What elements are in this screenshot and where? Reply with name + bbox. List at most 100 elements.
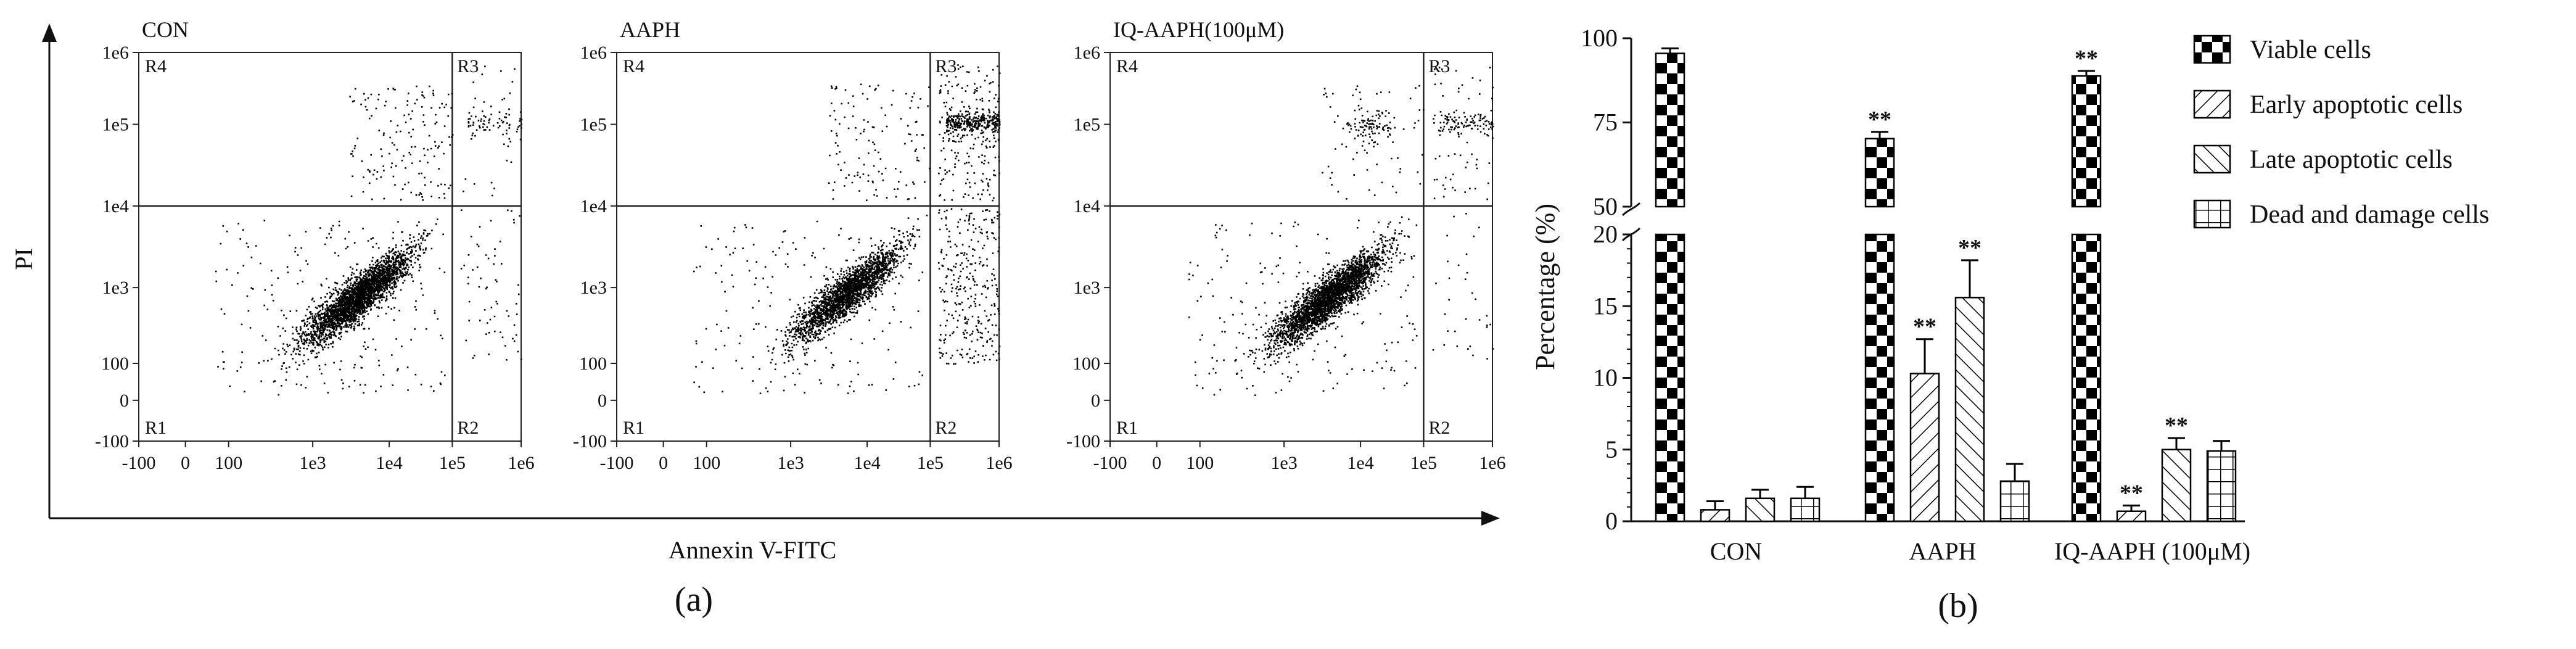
region-label: R2 [935,418,957,438]
x-tick-label: 1e5 [1410,453,1437,473]
legend-label: Late apoptotic cells [2250,146,2453,174]
panel-a-axes [48,36,1486,519]
bar [2206,450,2237,523]
y-tick-label: 1e6 [102,43,129,63]
y-tick-label: 100 [579,353,607,374]
x-category-label: AAPH [1909,537,1977,565]
y-tick-label: 15 [1593,292,1618,320]
y-tick-label: 1e4 [1074,196,1100,217]
y-tick-label: -100 [95,431,129,452]
bar [2161,449,2192,523]
plot-title: CON [142,17,189,42]
x-tick-label: 100 [693,453,720,473]
significance-marker: ** [1868,107,1891,133]
region-label: R1 [623,418,644,438]
y-tick-label: 0 [1605,507,1618,535]
significance-marker: ** [2120,480,2143,506]
x-tick-label: 1e5 [917,453,944,473]
scatter-dots [215,65,523,396]
y-tick-label: 100 [1072,353,1100,374]
scatter-points [1188,67,1494,396]
y-axis-arrowhead [42,23,57,42]
region-label: R3 [457,56,479,76]
y-axis-title: PI [10,248,38,270]
region-label: R3 [935,56,957,76]
axis-break-mark [1621,202,1641,217]
y-tick-label: 100 [101,353,129,374]
legend-label: Dead and damage cells [2250,200,2489,229]
x-tick-label: 1e3 [299,453,326,473]
y-tick-label: 0 [120,391,129,411]
significance-marker: ** [1913,314,1936,340]
panel-a: PI Annexin V-FITC (a) CON R1 R2 R3 R4 -100 0 10… [10,17,1506,619]
y-axis-title: Percentage (%) [1530,204,1560,370]
scatter-dots [693,64,1001,394]
y-tick-label: 20 [1593,220,1618,248]
y-tick-label: 1e3 [102,278,129,298]
y-tick-label: 1e5 [580,115,607,135]
legend-swatch [2193,89,2231,119]
x-tick-label: 0 [1152,453,1161,473]
x-tick-label: 1e6 [508,453,534,473]
x-tick-label: -100 [122,453,156,473]
significance-marker: ** [2075,46,2098,72]
bar [1999,480,2030,523]
bar [1655,233,1685,523]
y-tick-label: -100 [1066,431,1100,452]
region-label: R3 [1428,56,1450,76]
scatter-points [215,65,523,396]
flow-plot: AAPH R1 R2 R3 R4 -100 0 100 1e3 1e4 1e5 1e6 -100 0 100… [573,17,1013,473]
x-axis-title: Annexin V-FITC [669,536,836,564]
x-tick-label: 0 [659,453,668,473]
y-tick-label: 50 [1593,192,1618,220]
y-tick-label: -100 [573,431,607,452]
scatter-points [693,64,1001,394]
x-category-label: CON [1710,537,1762,565]
x-tick-label: -100 [1093,453,1127,473]
y-tick-label: 1e6 [1074,43,1100,63]
region-label: R4 [1116,56,1138,76]
bar [2071,75,2102,208]
bar [1700,509,1730,523]
region-label: R1 [1116,418,1138,438]
bar [1909,373,1940,523]
x-category-label: IQ-AAPH (100μM) [2054,537,2250,565]
x-axis-arrowhead [1481,511,1500,526]
x-tick-label: 1e6 [986,453,1012,473]
legend-swatch [2193,144,2231,174]
x-tick-label: 1e6 [1479,453,1505,473]
bar [1864,233,1895,523]
bar [1655,52,1685,208]
bar [1790,497,1821,523]
legend-label: Viable cells [2250,36,2371,64]
scatter-dots [1188,67,1494,396]
y-tick-label: 1e5 [1074,115,1100,135]
significance-marker: ** [2165,413,2188,439]
x-tick-label: 1e4 [376,453,402,473]
y-tick-label: 100 [1581,24,1618,52]
region-label: R2 [1428,418,1450,438]
x-tick-label: 100 [1186,453,1214,473]
x-tick-label: 1e3 [1270,453,1297,473]
region-label: R2 [457,418,479,438]
y-tick-label: 1e4 [580,196,607,217]
bar [1954,297,1985,523]
x-tick-label: 1e4 [1347,453,1373,473]
x-tick-label: 1e5 [439,453,466,473]
legend-label: Early apoptotic cells [2250,91,2463,119]
legend-swatch [2193,35,2231,64]
bar [2071,233,2102,523]
panel-a-caption: (a) [675,581,713,619]
y-tick-label: 1e3 [580,278,607,298]
flow-plot: IQ-AAPH(100μM) R1 R2 R3 R4 -100 0 100 1e3 1e4 1e5 1… [1066,17,1506,473]
x-tick-label: 1e3 [777,453,804,473]
y-tick-label: 0 [1091,391,1100,411]
y-tick-label: 5 [1605,436,1618,463]
panel-b-caption: (b) [1938,587,1978,625]
y-tick-label: 75 [1593,109,1618,136]
plot-title: AAPH [620,17,680,42]
plot-frame [138,52,522,442]
